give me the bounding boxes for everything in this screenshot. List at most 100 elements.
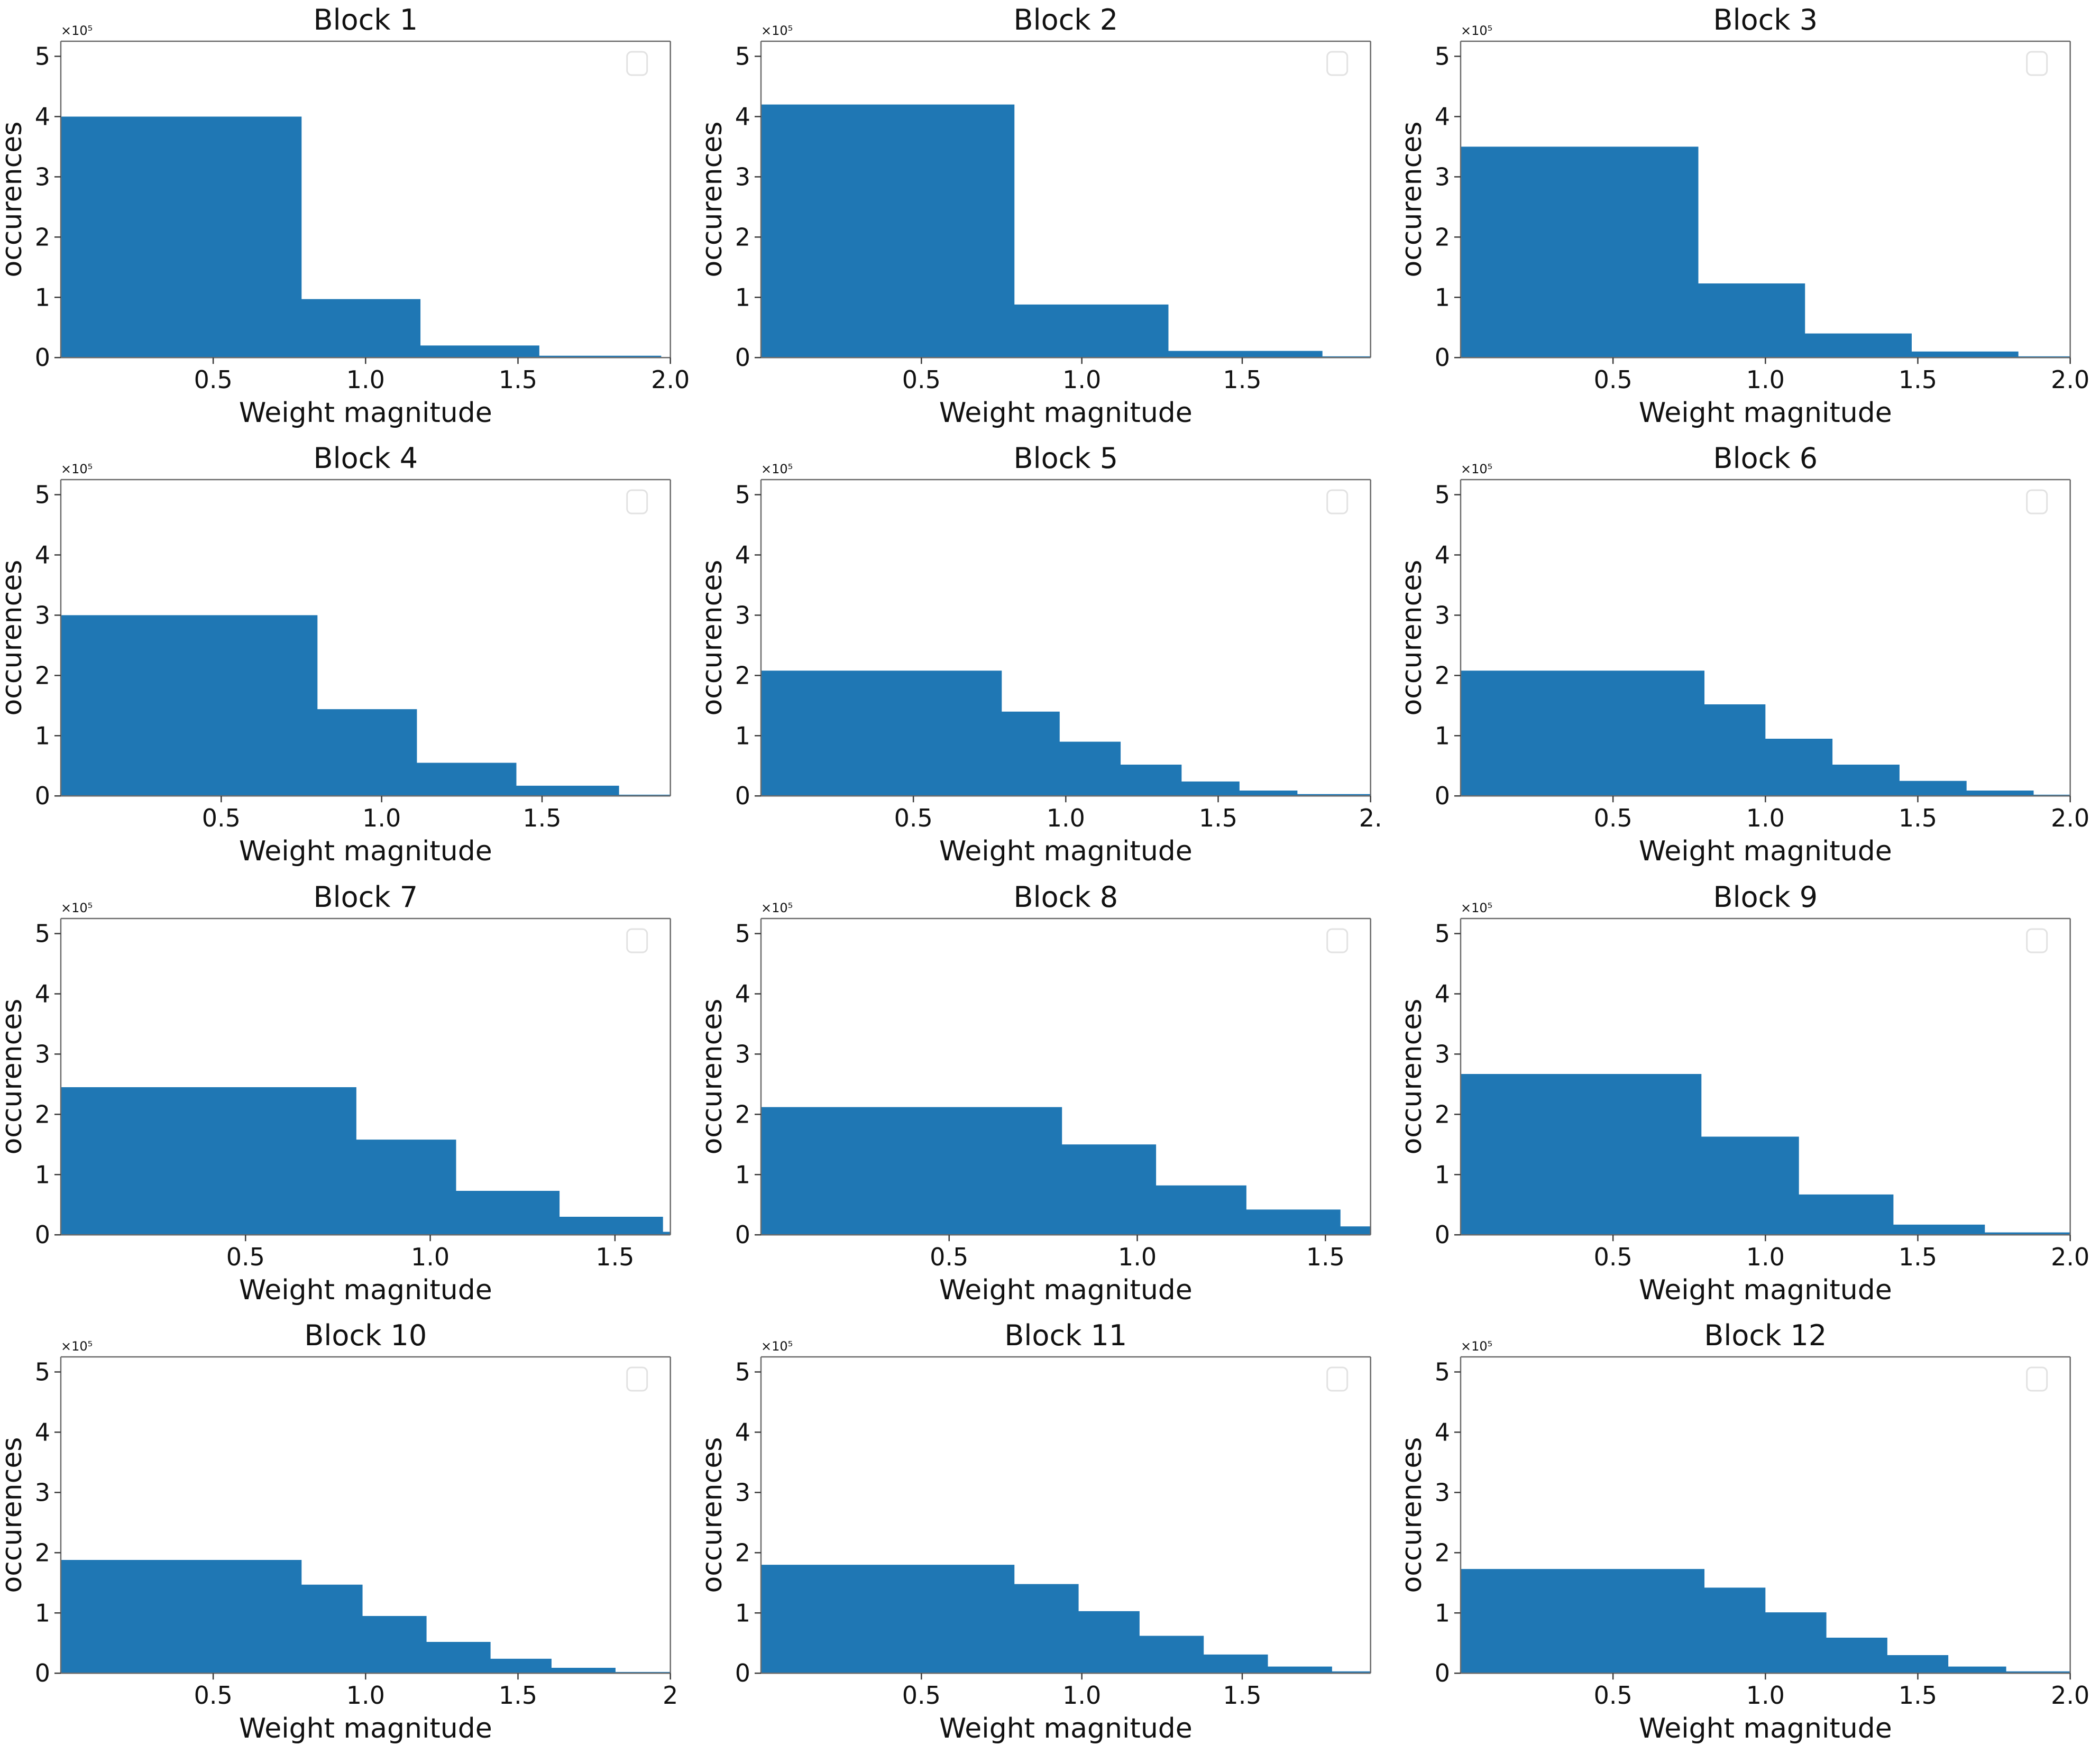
x-axis-label: Weight magnitude (239, 835, 492, 867)
y-axis-label: occurences (700, 560, 728, 716)
subplot-block-11: 0 1 2 3 4 5 0.5 1.0 1.5 ×10⁵ Weight magnitude occur… (700, 1315, 1400, 1754)
subplot-block-7: 0 1 2 3 4 5 0.5 1.0 1.5 ×10⁵ Weight magnitude occur… (0, 877, 700, 1316)
y-tick-label: 5 (35, 1357, 50, 1386)
y-tick-label: 2 (735, 662, 750, 690)
y-tick-label: 3 (735, 1478, 750, 1507)
y-axis-label: occurences (0, 998, 28, 1154)
y-tick-label: 2 (1435, 223, 1450, 251)
subplot-block-1: 0 1 2 3 4 5 0.5 1.0 1.5 2.0 ×10⁵ Weight magnitude oc… (0, 0, 700, 439)
y-axis-offset-text: ×10⁵ (61, 23, 93, 38)
x-tick-label: 0.5 (226, 1243, 265, 1271)
y-axis-offset-text: ×10⁵ (761, 462, 793, 476)
histogram-svg-block-8: 0 1 2 3 4 5 0.5 1.0 1.5 ×10⁵ Weight magnitude occur… (700, 880, 1371, 1306)
y-tick-label: 1 (735, 283, 750, 311)
y-axis-label: occurences (700, 122, 728, 278)
y-axis-label: occurences (1400, 560, 1428, 716)
y-tick-label: 3 (735, 1040, 750, 1068)
y-tick-label: 3 (735, 601, 750, 630)
y-tick-label: 5 (35, 481, 50, 509)
subplot-block-10: 0 1 2 3 4 5 0.5 1.0 1.5 2 ×10⁵ Weight magnitude occu… (0, 1315, 700, 1754)
y-tick-label: 5 (735, 481, 750, 509)
y-tick-label: 0 (1435, 1220, 1450, 1249)
y-tick-label: 4 (735, 979, 750, 1008)
y-tick-label: 5 (35, 42, 50, 71)
histogram-bars (760, 671, 1371, 796)
histogram-bars (1461, 671, 2070, 796)
y-tick-label: 2 (1435, 1100, 1450, 1128)
x-tick-label: 0.5 (902, 365, 940, 394)
empty-legend-box (626, 489, 648, 515)
y-tick-label: 4 (35, 102, 50, 131)
x-tick-label: 0.5 (1594, 1243, 1633, 1271)
x-tick-label: 1.5 (1223, 1681, 1261, 1710)
y-tick-label: 3 (1435, 1478, 1450, 1507)
x-tick-label: 0.5 (194, 1681, 233, 1710)
y-tick-label: 5 (1435, 42, 1450, 71)
x-axis-label: Weight magnitude (1639, 1274, 1892, 1306)
histogram-bars (760, 104, 1371, 358)
x-tick-label: 2.0 (2051, 365, 2089, 394)
y-tick-label: 4 (35, 1418, 50, 1446)
subplot-block-9: 0 1 2 3 4 5 0.5 1.0 1.5 2.0 ×10⁵ Weight magnitude oc… (1400, 877, 2100, 1316)
x-tick-label: 1.0 (1746, 365, 1785, 394)
y-tick-label: 0 (35, 1220, 50, 1249)
x-tick-label: 2.0 (2051, 1681, 2089, 1710)
y-tick-label: 1 (1435, 722, 1450, 750)
y-tick-label: 0 (735, 1659, 750, 1687)
y-tick-label: 5 (735, 42, 750, 71)
y-axis-offset-text: ×10⁵ (61, 462, 93, 476)
subplot-title: Block 7 (314, 880, 418, 914)
y-tick-label: 3 (1435, 1040, 1450, 1068)
subplot-title: Block 6 (1713, 442, 1818, 475)
empty-legend-box (626, 1366, 648, 1392)
y-tick-label: 1 (1435, 1599, 1450, 1627)
histogram-bars (760, 1564, 1371, 1673)
y-tick-label: 5 (1435, 1357, 1450, 1386)
histogram-bars (760, 1107, 1371, 1235)
x-tick-label: 0.5 (1594, 365, 1633, 394)
x-tick-label: 1.5 (1899, 1243, 1937, 1271)
y-tick-label: 4 (735, 102, 750, 131)
empty-legend-box (1326, 51, 1348, 76)
y-tick-label: 0 (735, 1220, 750, 1249)
y-tick-label: 2 (35, 662, 50, 690)
histogram-bars (60, 116, 662, 358)
y-tick-label: 1 (735, 1160, 750, 1189)
x-axis-label: Weight magnitude (239, 1274, 492, 1306)
subplot-title: Block 1 (314, 3, 418, 36)
y-tick-label: 1 (1435, 283, 1450, 311)
x-tick-label: 1.5 (522, 804, 561, 832)
subplot-title: Block 8 (1013, 880, 1118, 914)
y-tick-label: 4 (35, 979, 50, 1008)
x-tick-label: 0.5 (202, 804, 241, 832)
histogram-bars (60, 1087, 671, 1235)
x-axis-label: Weight magnitude (1639, 397, 1892, 429)
empty-legend-box (1326, 928, 1348, 953)
subplot-block-5: 0 1 2 3 4 5 0.5 1.0 1.5 2. ×10⁵ Weight magnitude occ… (700, 438, 1400, 877)
x-tick-label: 1.5 (499, 1681, 537, 1710)
histogram-bars (60, 1559, 671, 1673)
x-tick-label: 2.0 (2051, 1243, 2089, 1271)
y-axis-offset-text: ×10⁵ (761, 1339, 793, 1354)
x-tick-label: 1.0 (1062, 1681, 1101, 1710)
x-tick-label: 1.0 (1046, 804, 1085, 832)
x-axis-label: Weight magnitude (239, 397, 492, 429)
y-tick-label: 5 (735, 919, 750, 948)
y-tick-label: 5 (1435, 919, 1450, 948)
x-tick-label: 2.0 (2051, 804, 2089, 832)
y-axis-offset-text: ×10⁵ (1461, 901, 1492, 915)
y-tick-label: 3 (1435, 162, 1450, 191)
x-tick-label: 1.0 (1062, 365, 1101, 394)
y-tick-label: 0 (35, 343, 50, 372)
subplot-block-12: 0 1 2 3 4 5 0.5 1.0 1.5 2.0 ×10⁵ Weight magnitude oc… (1400, 1315, 2100, 1754)
x-tick-label: 0.5 (930, 1243, 968, 1271)
y-axis-label: occurences (700, 1437, 728, 1593)
y-tick-label: 2 (35, 1100, 50, 1128)
y-tick-label: 0 (735, 782, 750, 810)
y-tick-label: 1 (35, 1160, 50, 1189)
y-tick-label: 4 (735, 541, 750, 570)
histogram-svg-block-11: 0 1 2 3 4 5 0.5 1.0 1.5 ×10⁵ Weight magnitude occur… (700, 1319, 1371, 1744)
x-tick-label: 1.5 (1223, 365, 1261, 394)
subplot-block-4: 0 1 2 3 4 5 0.5 1.0 1.5 ×10⁵ Weight magnitude occur… (0, 438, 700, 877)
y-tick-label: 2 (1435, 1538, 1450, 1567)
